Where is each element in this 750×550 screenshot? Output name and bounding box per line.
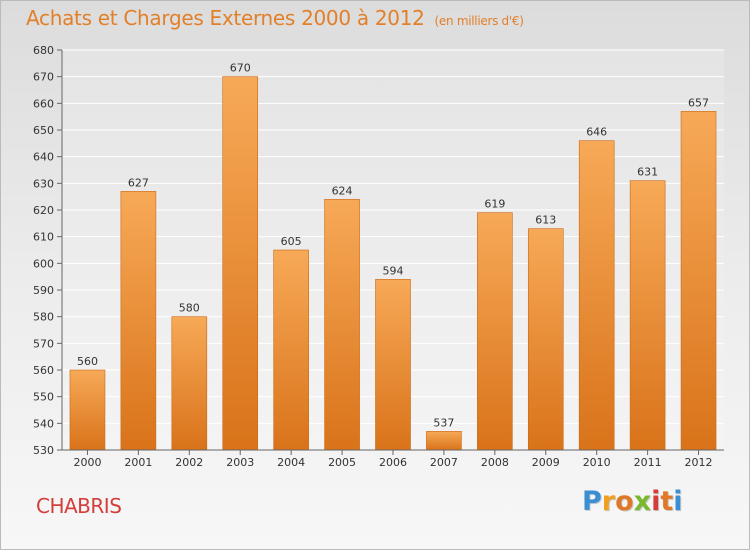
x-tick-label: 2012 [685,456,713,469]
data-label: 605 [281,235,302,248]
logo-letter: i [673,486,683,517]
logo-letter: P [582,486,602,517]
bar [426,431,462,451]
x-tick-label: 2000 [73,456,101,469]
bar [273,249,309,451]
data-label: 619 [484,198,505,211]
chart-unit: (en milliers d'€) [434,14,524,28]
data-label: 670 [230,62,251,75]
y-tick-label: 530 [33,444,54,457]
bar [527,228,564,451]
data-label: 657 [688,96,709,109]
x-tick-label: 2007 [430,456,458,469]
data-label: 631 [637,166,658,179]
bar [120,191,157,451]
bars: 560 627 580 670 605 624 594 537 619 613 646 631 657 [69,62,717,451]
bar [222,76,259,451]
y-tick-label: 590 [33,284,54,297]
x-tick-label: 2010 [583,456,611,469]
x-tick-label: 2008 [481,456,509,469]
x-tick-label: 2005 [328,456,356,469]
y-tick-label: 540 [33,417,54,430]
y-tick-label: 620 [33,204,54,217]
y-axis: 530 540 550 560 570 580 590 600 610 620 630 640 650 6… [33,44,63,457]
bar [629,180,666,451]
data-label: 537 [433,416,454,429]
bar [578,140,615,451]
x-tick-label: 2003 [226,456,254,469]
x-axis: 2000 2001 2002 2003 2004 2005 2006 2007 2008 2009… [62,449,724,469]
bar [69,369,106,451]
y-tick-label: 640 [33,151,54,164]
logo-letter: t [660,486,674,517]
bar [324,199,360,451]
chart-title: Achats et Charges Externes 2000 à 2012 (e… [26,6,524,30]
bar [680,111,717,451]
data-label: 560 [77,355,98,368]
y-tick-label: 670 [33,71,54,84]
x-tick-label: 2011 [634,456,662,469]
x-tick-label: 2002 [175,456,203,469]
x-tick-label: 2009 [532,456,560,469]
data-label: 580 [179,302,200,315]
proxiti-logo: Proxiti [582,486,683,517]
x-tick-label: 2001 [124,456,152,469]
bar [477,212,513,451]
y-tick-label: 630 [33,177,54,190]
y-tick-label: 680 [33,44,54,57]
data-label: 594 [383,264,404,277]
y-tick-label: 550 [33,391,54,404]
data-label: 627 [128,176,149,189]
logo-letter: x [633,486,652,517]
y-tick-label: 570 [33,337,54,350]
x-tick-label: 2004 [277,456,305,469]
y-tick-label: 610 [33,231,54,244]
logo-letter: i [651,486,661,517]
data-label: 613 [535,214,556,227]
data-label: 624 [332,184,353,197]
commune-name: CHABRIS [36,494,122,518]
bar [375,279,411,451]
x-tick-label: 2006 [379,456,407,469]
y-tick-label: 560 [33,364,54,377]
chart-title-text: Achats et Charges Externes 2000 à 2012 [26,6,425,30]
logo-letter: r [601,486,616,517]
logo-letter: o [615,486,634,517]
y-tick-label: 650 [33,124,54,137]
bar [171,316,208,451]
data-label: 646 [586,126,607,139]
y-tick-label: 600 [33,257,54,270]
y-tick-label: 660 [33,97,54,110]
y-tick-label: 580 [33,311,54,324]
